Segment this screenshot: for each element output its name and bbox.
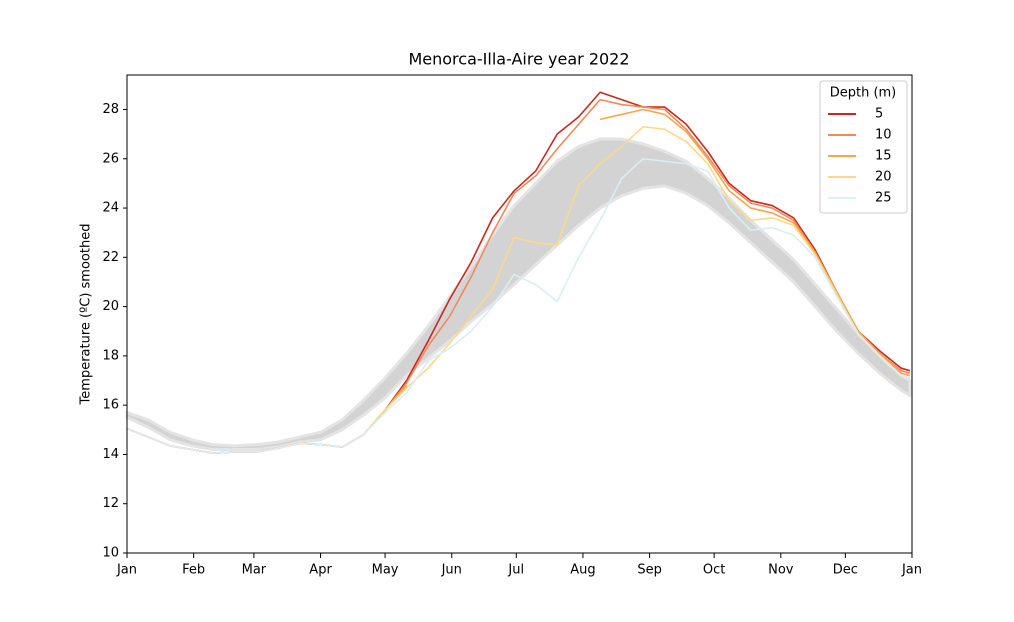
legend-title: Depth (m) xyxy=(830,86,897,101)
x-tick-label: Jan xyxy=(116,563,137,578)
y-tick-label: 16 xyxy=(102,398,119,413)
y-tick-label: 22 xyxy=(102,250,119,265)
legend-label: 10 xyxy=(875,128,892,143)
x-tick-label: Jul xyxy=(507,563,524,578)
x-tick-label: Mar xyxy=(242,563,267,578)
y-tick-label: 20 xyxy=(102,299,119,314)
y-tick-label: 10 xyxy=(102,546,119,561)
chart-title: Menorca-Illa-Aire year 2022 xyxy=(408,50,629,69)
y-tick-label: 14 xyxy=(102,447,119,462)
climatology-band xyxy=(125,137,912,452)
legend-label: 25 xyxy=(875,191,892,206)
axes-frame xyxy=(126,74,913,554)
legend-label: 5 xyxy=(875,107,883,122)
x-tick-label: Feb xyxy=(182,563,205,578)
y-tick-label: 28 xyxy=(102,102,119,117)
x-tick-label: Jun xyxy=(441,563,462,578)
x-tick-label: Jan xyxy=(901,563,922,578)
legend: Depth (m) 5 10 15 20 25 xyxy=(819,80,908,214)
y-axis-label: Temperature (ºC) smoothed xyxy=(79,224,94,406)
legend-box xyxy=(819,80,908,214)
y-tick-label: 26 xyxy=(102,151,119,166)
series-line xyxy=(126,157,911,455)
x-tick-label: Oct xyxy=(703,563,725,578)
x-tick-label: May xyxy=(372,563,399,578)
x-tick-label: Nov xyxy=(768,563,794,578)
legend-label: 20 xyxy=(875,170,892,185)
x-tick-label: Dec xyxy=(833,563,858,578)
y-tick-label: 12 xyxy=(102,496,119,511)
plot-area xyxy=(125,91,912,455)
y-tick-label: 24 xyxy=(102,201,119,216)
legend-label: 15 xyxy=(875,149,892,164)
x-tick-label: Sep xyxy=(637,563,662,578)
x-tick-label: Aug xyxy=(570,563,595,578)
x-tick-label: Apr xyxy=(309,563,332,578)
y-tick-label: 18 xyxy=(102,348,119,363)
